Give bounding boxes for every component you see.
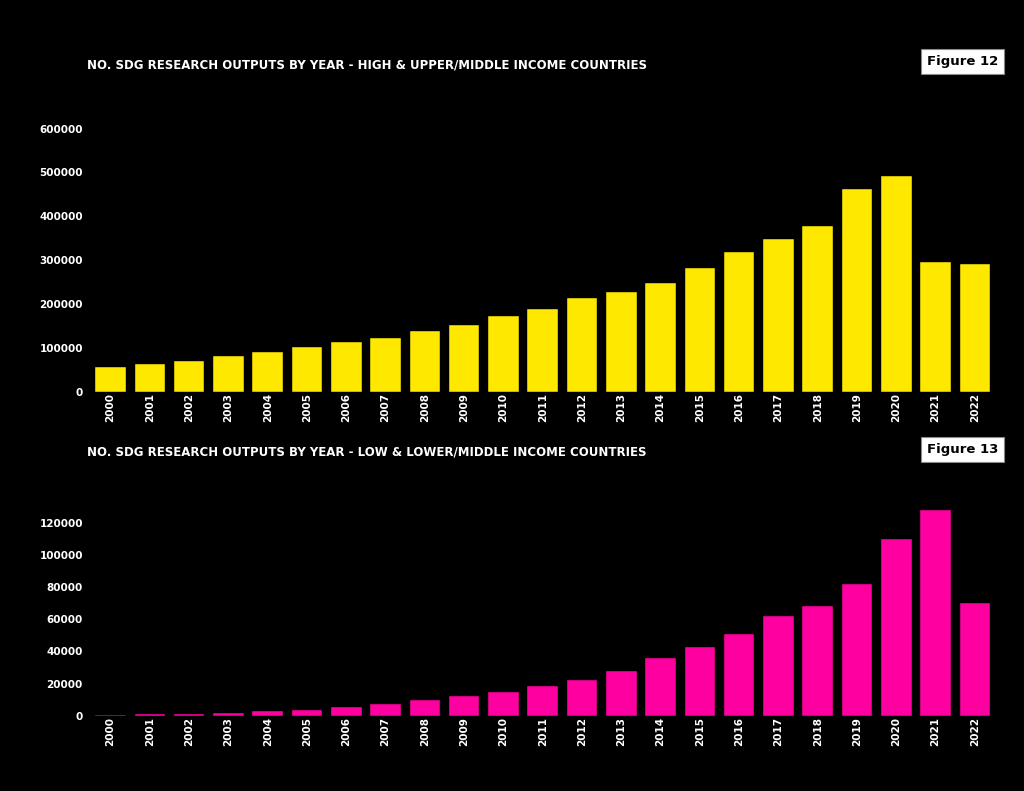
Bar: [331, 343, 361, 392]
Bar: [803, 226, 833, 392]
Bar: [566, 298, 597, 392]
Bar: [527, 309, 558, 392]
Bar: [566, 680, 597, 716]
Bar: [95, 368, 126, 392]
Bar: [606, 671, 637, 716]
Text: Figure 13: Figure 13: [927, 443, 998, 456]
Bar: [174, 714, 205, 716]
Text: NO. SDG RESEARCH OUTPUTS BY YEAR - LOW & LOWER/MIDDLE INCOME COUNTRIES: NO. SDG RESEARCH OUTPUTS BY YEAR - LOW &…: [87, 446, 646, 459]
Bar: [292, 710, 323, 716]
Bar: [253, 711, 283, 716]
Bar: [371, 338, 401, 392]
Bar: [684, 268, 715, 392]
Bar: [803, 607, 833, 716]
Bar: [724, 634, 755, 716]
Bar: [213, 713, 244, 716]
Bar: [488, 316, 519, 392]
Text: NO. SDG RESEARCH OUTPUTS BY YEAR - HIGH & UPPER/MIDDLE INCOME COUNTRIES: NO. SDG RESEARCH OUTPUTS BY YEAR - HIGH …: [87, 59, 647, 71]
Bar: [881, 176, 911, 392]
Bar: [449, 325, 479, 392]
Bar: [763, 239, 794, 392]
Bar: [842, 584, 872, 716]
Bar: [763, 616, 794, 716]
Bar: [684, 646, 715, 716]
Bar: [253, 352, 283, 392]
Bar: [921, 509, 951, 716]
Bar: [921, 263, 951, 392]
Bar: [606, 292, 637, 392]
Bar: [527, 686, 558, 716]
Bar: [842, 189, 872, 392]
Bar: [174, 361, 205, 392]
Bar: [645, 658, 676, 716]
Bar: [213, 357, 244, 392]
Bar: [449, 696, 479, 716]
Bar: [959, 263, 990, 392]
Bar: [134, 365, 165, 392]
Bar: [724, 252, 755, 392]
Bar: [488, 691, 519, 716]
Bar: [959, 603, 990, 716]
Bar: [410, 331, 440, 392]
Bar: [881, 539, 911, 716]
Bar: [410, 700, 440, 716]
Bar: [95, 715, 126, 716]
Bar: [371, 704, 401, 716]
Bar: [134, 714, 165, 716]
Text: Figure 12: Figure 12: [927, 55, 998, 68]
Bar: [331, 707, 361, 716]
Bar: [645, 283, 676, 392]
Bar: [292, 347, 323, 392]
